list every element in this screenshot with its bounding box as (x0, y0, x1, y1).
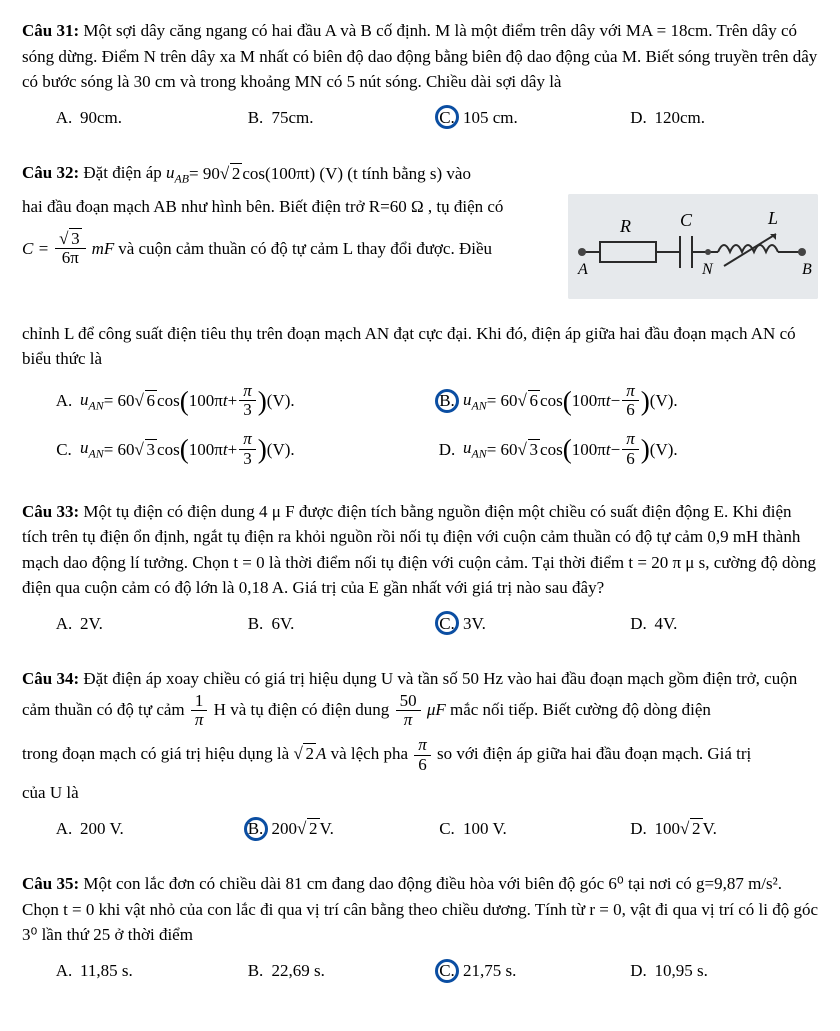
svg-text:R: R (619, 216, 631, 236)
option-b[interactable]: B. 2002 V. (244, 816, 436, 842)
svg-text:C: C (680, 210, 693, 230)
question-title: Câu 31: (22, 21, 79, 40)
question-title: Câu 35: (22, 874, 79, 893)
paragraph: chỉnh L để công suất điện tiêu thụ trên … (22, 321, 818, 372)
option-b[interactable]: B. 75cm. (244, 105, 436, 131)
option-a[interactable]: A. uAN = 606 cos ( 100πt + π3 )(V). (52, 382, 435, 420)
question-text: Một con lắc đơn có chiều dài 81 cm đang … (22, 874, 818, 944)
option-c[interactable]: C. 21,75 s. (435, 958, 627, 984)
option-a[interactable]: A. 11,85 s. (52, 958, 244, 984)
options: A. 90cm. B. 75cm. C. 105 cm. D. 120cm. (52, 105, 818, 141)
question-35: Câu 35: Một con lắc đơn có chiều dài 81 … (22, 871, 818, 993)
option-c[interactable]: C. uAN = 603 cos ( 100πt + π3 )(V). (52, 430, 435, 468)
question-33: Câu 33: Một tụ điện có điện dung 4 μ F đ… (22, 499, 818, 647)
question-32: Câu 32: Đặt điện áp uAB = 902 cos(100πt)… (22, 160, 818, 479)
svg-text:L: L (767, 208, 778, 228)
circled-answer-icon: B. (244, 817, 268, 841)
equation: uAB = 902 cos(100πt) (V) (t tính bằng s)… (166, 160, 471, 188)
option-d[interactable]: D. 1002 V. (627, 816, 819, 842)
options: A. 11,85 s. B. 22,69 s. C. 21,75 s. D. 1… (52, 958, 818, 994)
question-text: Một tụ điện có điện dung 4 μ F được điện… (22, 502, 816, 598)
question-34: Câu 34: Đặt điện áp xoay chiều có giá tr… (22, 666, 818, 851)
option-a[interactable]: A. 2V. (52, 611, 244, 637)
options: A. uAN = 606 cos ( 100πt + π3 )(V). B. u… (52, 382, 818, 479)
option-d[interactable]: D. 4V. (627, 611, 819, 637)
option-d[interactable]: D. uAN = 603 cos ( 100πt − π6 )(V). (435, 430, 818, 468)
svg-text:N: N (701, 261, 714, 278)
circled-answer-icon: C. (435, 959, 459, 983)
option-c[interactable]: C. 100 V. (435, 816, 627, 842)
circled-answer-icon: B. (435, 389, 459, 413)
question-title: Câu 33: (22, 502, 79, 521)
svg-text:A: A (577, 261, 588, 278)
circuit-diagram: A R C N L B (568, 194, 818, 307)
question-text: Một sợi dây căng ngang có hai đầu A và B… (22, 21, 817, 91)
option-c[interactable]: C. 105 cm. (435, 105, 627, 131)
question-title: Câu 32: (22, 163, 79, 182)
question-31: Câu 31: Một sợi dây căng ngang có hai đầ… (22, 18, 818, 140)
circled-answer-icon: C. (435, 611, 459, 635)
options: A. 2V. B. 6V. C. 3V. D. 4V. (52, 611, 818, 647)
circled-answer-icon: C. (435, 105, 459, 129)
option-b[interactable]: B. 6V. (244, 611, 436, 637)
formula: C = 3 6π mF và cuộn cảm thuần có độ tự c… (22, 230, 554, 268)
options: A. 200 V. B. 2002 V. C. 100 V. D. 1002 V… (52, 816, 818, 852)
option-a[interactable]: A. 90cm. (52, 105, 244, 131)
option-d[interactable]: D. 120cm. (627, 105, 819, 131)
question-title: Câu 34: (22, 669, 79, 688)
option-d[interactable]: D. 10,95 s. (627, 958, 819, 984)
option-c[interactable]: C. 3V. (435, 611, 627, 637)
option-b[interactable]: B. 22,69 s. (244, 958, 436, 984)
svg-text:B: B (802, 261, 812, 278)
option-a[interactable]: A. 200 V. (52, 816, 244, 842)
option-b[interactable]: B. uAN = 606 cos ( 100πt − π6 )(V). (435, 382, 818, 420)
